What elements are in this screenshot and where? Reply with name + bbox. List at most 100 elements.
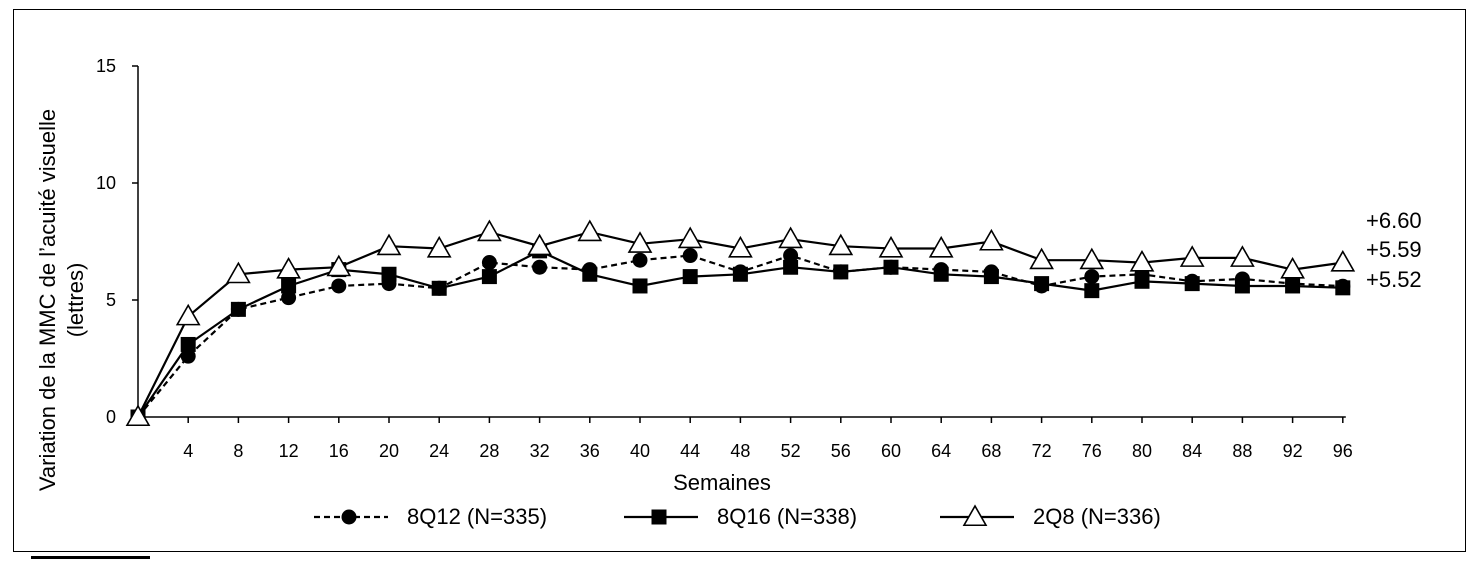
data-point xyxy=(1285,276,1301,292)
x-tick-label: 76 xyxy=(1082,441,1102,461)
data-point xyxy=(1230,245,1255,267)
data-point xyxy=(577,219,603,242)
series-layer xyxy=(125,219,1356,427)
legend-marker xyxy=(651,509,667,525)
data-point xyxy=(582,262,598,278)
data-point xyxy=(1084,269,1100,285)
legend-item: 2Q8 (N=336) xyxy=(940,504,1161,529)
end-value-label: +5.52 xyxy=(1366,267,1422,292)
x-tick-label: 96 xyxy=(1333,441,1353,461)
legend-label: 8Q16 (N=338) xyxy=(717,504,857,529)
x-tick-label: 64 xyxy=(931,441,951,461)
data-point xyxy=(627,231,653,253)
data-point xyxy=(281,290,297,306)
x-tick-label: 80 xyxy=(1132,441,1152,461)
end-value-label: +6.60 xyxy=(1366,208,1422,233)
data-point xyxy=(983,264,999,280)
x-tick-label: 44 xyxy=(680,441,700,461)
data-point xyxy=(331,278,347,294)
x-tick-label: 8 xyxy=(233,441,243,461)
x-axis-title: Semaines xyxy=(673,470,771,495)
data-point xyxy=(276,256,301,279)
data-point xyxy=(481,269,497,285)
x-tick-label: 32 xyxy=(530,441,550,461)
legend-item: 8Q12 (N=335) xyxy=(314,504,547,529)
data-point xyxy=(1129,249,1155,272)
labels-layer: Semaines Variation de la MMC de l’acuité … xyxy=(35,109,1422,495)
series-circle xyxy=(130,248,1351,425)
data-point xyxy=(175,303,201,326)
data-point xyxy=(281,278,297,294)
data-point xyxy=(376,233,402,256)
data-point xyxy=(326,254,352,277)
data-point xyxy=(1079,247,1105,270)
data-point xyxy=(632,252,648,268)
x-tick-label: 28 xyxy=(479,441,499,461)
data-point xyxy=(833,264,849,280)
data-point xyxy=(180,336,196,352)
legend-label: 2Q8 (N=336) xyxy=(1033,504,1161,529)
series-line xyxy=(137,230,1343,418)
data-point xyxy=(1179,245,1205,267)
data-point xyxy=(477,219,502,242)
data-point xyxy=(1084,283,1100,299)
legend-marker xyxy=(962,504,988,527)
data-point xyxy=(783,248,799,264)
data-point xyxy=(632,278,648,294)
data-point xyxy=(828,233,854,256)
data-point xyxy=(732,264,748,280)
data-point xyxy=(1234,271,1250,287)
x-tick-label: 72 xyxy=(1032,441,1052,461)
data-point xyxy=(682,269,698,285)
data-point xyxy=(1029,247,1054,270)
y-axis-title-line: Variation de la MMC de l’acuité visuelle xyxy=(35,109,60,491)
y-axis-title: Variation de la MMC de l’acuité visuelle… xyxy=(35,109,88,491)
data-point xyxy=(180,348,196,364)
data-point xyxy=(381,276,397,292)
data-point xyxy=(728,235,753,258)
x-tick-label: 88 xyxy=(1232,441,1252,461)
y-axis-title-line: (lettres) xyxy=(63,263,88,338)
data-point xyxy=(778,226,803,249)
data-point xyxy=(527,233,552,256)
x-tick-label: 48 xyxy=(730,441,750,461)
data-point xyxy=(1184,273,1200,289)
x-tick-label: 4 xyxy=(183,441,193,461)
x-tick-label: 84 xyxy=(1182,441,1202,461)
y-tick-label: 0 xyxy=(106,407,116,427)
y-tick-label: 5 xyxy=(106,290,116,310)
x-tick-label: 52 xyxy=(781,441,801,461)
x-tick-label: 68 xyxy=(981,441,1001,461)
end-value-label: +5.59 xyxy=(1366,237,1422,262)
data-point xyxy=(933,262,949,278)
x-tick-label: 40 xyxy=(630,441,650,461)
data-point xyxy=(883,259,899,275)
x-tick-label: 16 xyxy=(329,441,349,461)
data-point xyxy=(532,259,548,275)
data-point xyxy=(682,248,698,264)
chart-frame xyxy=(13,9,1466,552)
data-point xyxy=(230,301,246,317)
x-tick-label: 92 xyxy=(1283,441,1303,461)
data-point xyxy=(226,261,251,284)
data-point xyxy=(878,235,904,258)
data-point xyxy=(783,259,799,275)
legend-item: 8Q16 (N=338) xyxy=(624,504,857,529)
x-tick-label: 60 xyxy=(881,441,901,461)
data-point xyxy=(431,280,447,296)
x-tick-label: 20 xyxy=(379,441,399,461)
data-point xyxy=(481,255,497,271)
data-point xyxy=(1034,278,1050,294)
legend-label: 8Q12 (N=335) xyxy=(407,504,547,529)
data-point xyxy=(1330,249,1356,272)
x-tick-label: 12 xyxy=(279,441,299,461)
series-triangle-open xyxy=(125,219,1356,427)
x-tick-label: 56 xyxy=(831,441,851,461)
data-point xyxy=(979,228,1004,251)
data-point xyxy=(1280,256,1305,279)
legend-marker xyxy=(341,509,357,525)
legend: 8Q12 (N=335) 8Q16 (N=338) 2Q8 (N=336) xyxy=(314,504,1161,529)
data-point xyxy=(1335,278,1351,294)
